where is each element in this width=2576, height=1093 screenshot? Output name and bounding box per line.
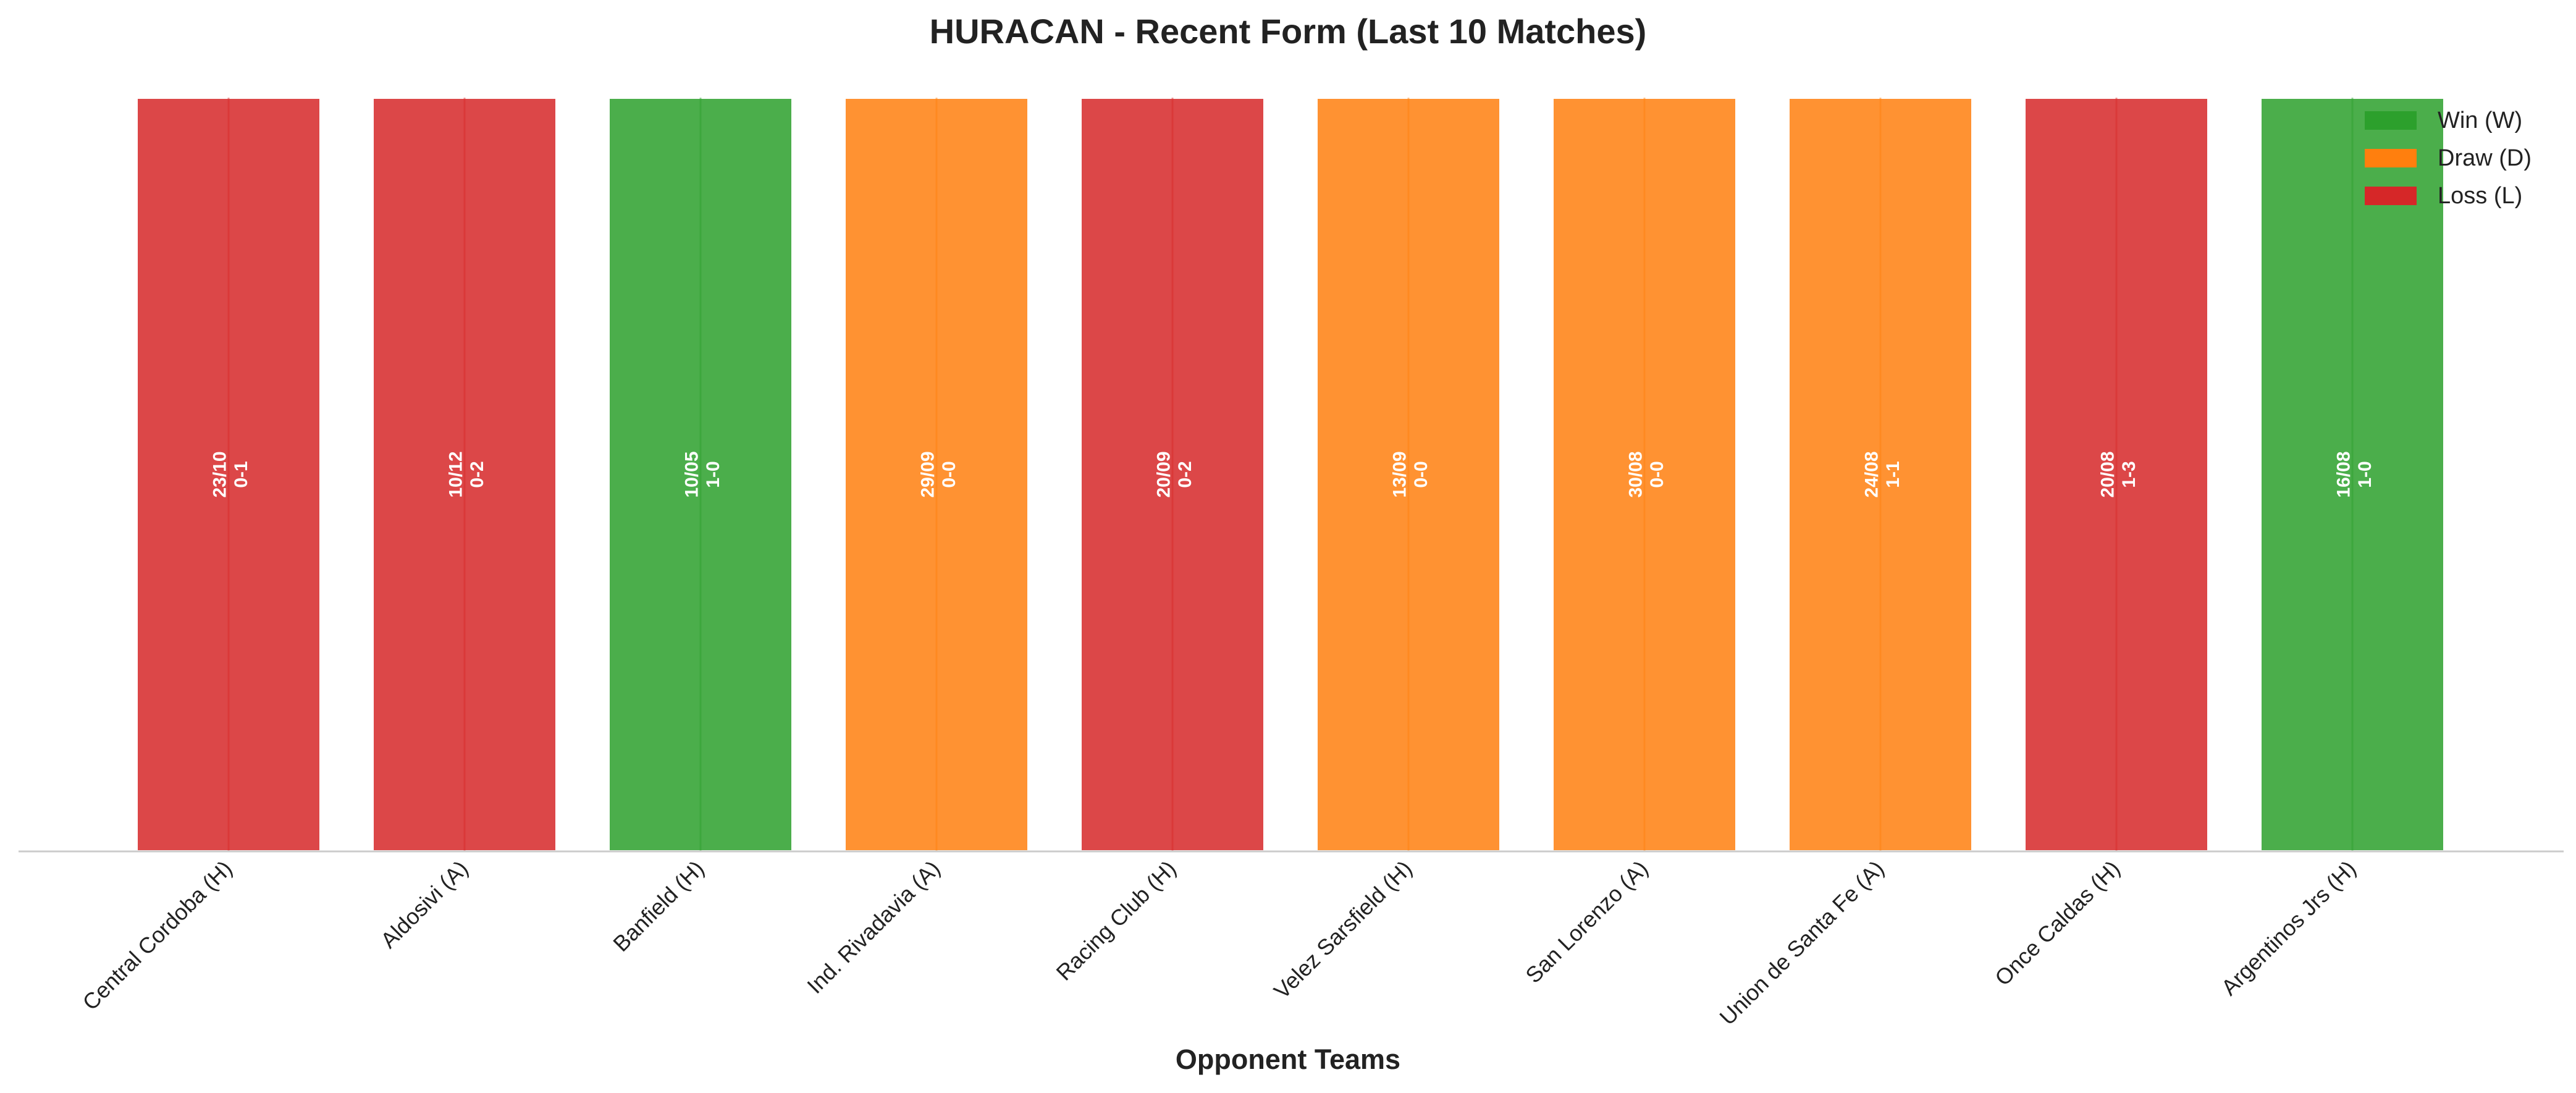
x-tick-label: Argentinos Jrs (H)	[2216, 856, 2361, 1000]
bars-layer: 23/100-1 10/120-2 10/051-0 29/090-0 20/090-2…	[135, 96, 2446, 853]
x-tick-label: Once Caldas (H)	[1990, 856, 2125, 991]
legend-label: Loss (L)	[2438, 183, 2522, 209]
match-score: 0-0	[1647, 461, 1667, 487]
match-date: 24/08	[1862, 451, 1882, 497]
bar-label: 16/081-0	[2334, 451, 2376, 497]
match-score: 1-1	[1883, 461, 1903, 487]
bar-label: 30/080-0	[1626, 451, 1668, 497]
match-date: 30/08	[1626, 451, 1646, 497]
legend-swatch	[2365, 187, 2417, 205]
match-date: 20/09	[1154, 451, 1174, 497]
match-score: 0-2	[1175, 461, 1195, 487]
match-bar-group: 20/081-3	[2023, 96, 2210, 853]
chart-title: HURACAN - Recent Form (Last 10 Matches)	[930, 12, 1647, 51]
match-score: 1-3	[2119, 461, 2139, 487]
match-bar-group: 20/090-2	[1079, 96, 1266, 853]
legend-label: Draw (D)	[2438, 145, 2532, 171]
match-date: 29/09	[918, 451, 938, 497]
x-tick-label: Ind. Rivadavia (A)	[802, 856, 945, 998]
match-bar	[843, 96, 1030, 853]
bar-label: 23/100-1	[210, 451, 252, 497]
legend-swatch	[2365, 111, 2417, 130]
match-date: 13/09	[1390, 451, 1410, 497]
match-date: 16/08	[2334, 451, 2354, 497]
bar-label: 20/090-2	[1154, 451, 1196, 497]
match-bar-group: 16/081-0	[2259, 96, 2446, 853]
legend-swatch	[2365, 149, 2417, 167]
match-date: 23/10	[210, 451, 230, 497]
match-score: 1-0	[2355, 461, 2375, 487]
match-bar-group: 13/090-0	[1315, 96, 1502, 853]
x-tick-label: Union de Santa Fe (A)	[1714, 856, 1888, 1030]
match-bar-group: 10/120-2	[371, 96, 558, 853]
bar-label: 20/081-3	[2098, 451, 2140, 497]
bar-label: 24/081-1	[1862, 451, 1904, 497]
x-tick-label: Banfield (H)	[608, 856, 709, 956]
match-bar	[1079, 96, 1266, 853]
bar-label: 10/120-2	[446, 451, 488, 497]
x-tick-label: Racing Club (H)	[1051, 856, 1181, 985]
match-bar	[1551, 96, 1738, 853]
match-date: 20/08	[2098, 451, 2118, 497]
x-axis-label: Opponent Teams	[1176, 1044, 1400, 1075]
x-tick-label: Central Cordoba (H)	[77, 856, 237, 1015]
bar-label: 13/090-0	[1390, 451, 1432, 497]
match-bar-group: 10/051-0	[607, 96, 794, 853]
legend-label: Win (W)	[2438, 108, 2522, 133]
match-score: 0-0	[1411, 461, 1431, 487]
match-date: 10/12	[446, 451, 466, 497]
match-bar-group: 30/080-0	[1551, 96, 1738, 853]
match-score: 0-1	[231, 461, 251, 487]
bar-label: 10/051-0	[682, 451, 724, 497]
match-bar-group: 23/100-1	[135, 96, 322, 853]
match-bar	[1315, 96, 1502, 853]
match-bar	[371, 96, 558, 853]
legend: Win (W) Draw (D) Loss (L)	[2365, 108, 2532, 209]
match-bar	[607, 96, 794, 853]
legend-item: Win (W)	[2365, 108, 2522, 133]
x-tick-label: Velez Sarsfield (H)	[1269, 856, 1417, 1004]
x-tick-label: Aldosivi (A)	[376, 856, 473, 953]
match-score: 0-2	[467, 461, 487, 487]
match-bar	[135, 96, 322, 853]
x-tick-labels: Central Cordoba (H) Aldosivi (A) Banfield …	[77, 856, 2360, 1030]
bar-label: 29/090-0	[918, 451, 960, 497]
match-bar-group: 29/090-0	[843, 96, 1030, 853]
legend-item: Draw (D)	[2365, 145, 2532, 171]
match-score: 0-0	[939, 461, 959, 487]
match-bar	[2259, 96, 2446, 853]
match-bar-group: 24/081-1	[1787, 96, 1974, 853]
match-score: 1-0	[703, 461, 723, 487]
x-tick-label: San Lorenzo (A)	[1520, 856, 1652, 988]
match-date: 10/05	[682, 451, 702, 497]
legend-item: Loss (L)	[2365, 183, 2522, 209]
